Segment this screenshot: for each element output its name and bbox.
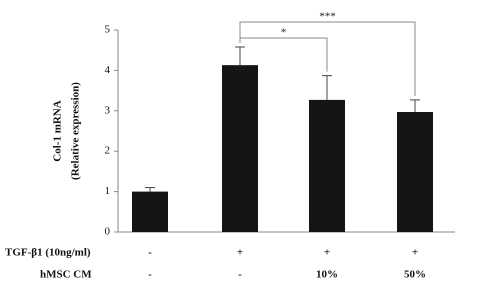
condition-value: - [238, 269, 242, 281]
condition-value: - [148, 269, 152, 281]
condition-value: + [237, 247, 243, 259]
condition-label: hMSC CM [40, 269, 92, 281]
y-tick-label: 3 [105, 104, 111, 116]
error-bar [322, 75, 332, 100]
error-bar [410, 99, 420, 113]
significance-label: *** [319, 11, 336, 23]
bar [309, 99, 345, 232]
error-bar [235, 46, 245, 66]
condition-label: TGF-β1 (10ng/ml) [5, 247, 91, 259]
bar [132, 191, 168, 232]
y-axis-label: (Relative expression) [70, 82, 82, 180]
y-tick-label: 5 [105, 24, 111, 36]
y-tick-label: 0 [105, 226, 111, 238]
condition-value: - [148, 247, 152, 259]
y-tick-label: 1 [105, 185, 111, 197]
significance-label: * [281, 27, 287, 39]
condition-value: 50% [404, 269, 426, 281]
bar [397, 112, 433, 232]
significance-bracket [239, 21, 416, 96]
y-tick-label: 2 [105, 145, 111, 157]
condition-value: + [412, 247, 418, 259]
y-tick-label: 4 [105, 64, 111, 76]
y-axis-label: Col-1 mRNA [52, 100, 64, 161]
error-bar [145, 187, 155, 192]
bar [222, 65, 258, 232]
condition-value: 10% [316, 269, 338, 281]
condition-value: + [324, 247, 330, 259]
